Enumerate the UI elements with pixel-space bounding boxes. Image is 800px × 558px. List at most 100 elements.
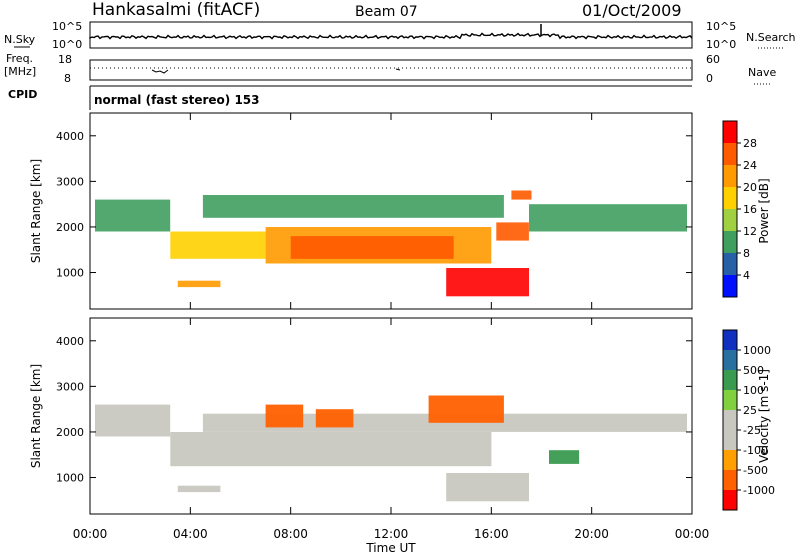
power-region-5 (177, 280, 221, 288)
power-colorbar-label: Power [dB] (757, 178, 771, 243)
beam-title: Beam 07 (355, 4, 418, 20)
power-region-6 (446, 268, 529, 297)
power-region-9 (496, 222, 529, 241)
noise-trace (89, 24, 693, 40)
station-title: Hankasalmi (fitACF) (92, 0, 260, 20)
colorbar-swatch (723, 231, 737, 254)
power-region-2 (202, 195, 504, 218)
ytick-label: 2000 (56, 221, 84, 234)
colorbar-tick-label: 24 (743, 159, 757, 172)
power-panel: 4000 3000 2000 1000 Slant Range [km] 28 24 20… (29, 112, 771, 310)
power-region-0 (95, 199, 171, 232)
colorbar-swatch (723, 121, 737, 144)
velocity-y-axis: 4000 3000 2000 1000 (56, 335, 692, 485)
noise-right-label: N.Search (746, 31, 796, 44)
power-region-1 (170, 231, 266, 259)
velocity-region-3 (177, 485, 221, 493)
colorbar-swatch (723, 253, 737, 276)
velocity-region-8 (549, 450, 580, 464)
noise-left-tick-low: 10^0 (52, 38, 82, 51)
noise-panel (89, 21, 693, 49)
power-y-axis: 4000 3000 2000 1000 (56, 130, 692, 280)
velocity-region-5 (265, 404, 304, 428)
ytick-label: 3000 (56, 175, 84, 188)
colorbar-swatch (723, 370, 737, 391)
time-tick-label: 04:00 (173, 527, 208, 541)
date-title: 01/Oct/2009 (582, 1, 682, 20)
colorbar-tick-label: 20 (743, 181, 757, 194)
colorbar-swatch (723, 390, 737, 411)
freq-right-tick-high: 60 (706, 53, 720, 66)
ytick-label: 1000 (56, 267, 84, 280)
freq-trace-blip-2 (395, 68, 401, 71)
power-region-7 (529, 204, 687, 232)
velocity-data-layer (95, 395, 687, 502)
colorbar-swatch (723, 275, 737, 298)
velocity-region-0 (95, 404, 171, 437)
power-region-8 (511, 190, 532, 200)
power-x-ticks (89, 113, 693, 309)
colorbar-swatch (723, 450, 737, 471)
colorbar-tick-label: 28 (743, 137, 757, 150)
velocity-region-6 (315, 409, 354, 428)
colorbar-tick-label: 4 (743, 269, 750, 282)
velocity-region-1 (170, 432, 492, 467)
velocity-x-ticks (89, 318, 693, 514)
power-colorbar: 28 24 20 16 12 8 4 (722, 120, 757, 298)
colorbar-swatch (723, 330, 737, 351)
colorbar-swatch (723, 350, 737, 371)
colorbar-swatch (723, 410, 737, 431)
ytick-label: 4000 (56, 335, 84, 348)
freq-right-tick-low: 0 (706, 72, 713, 85)
time-tick-label: 16:00 (474, 527, 509, 541)
colorbar-swatch (723, 165, 737, 188)
freq-label-line1: Freq. (6, 52, 33, 65)
colorbar-swatch (723, 490, 737, 511)
colorbar-tick-label: 100 (743, 384, 764, 397)
time-tick-label: 00:00 (73, 527, 108, 541)
cpid-label: CPID (8, 88, 37, 101)
colorbar-swatch (723, 430, 737, 451)
noise-right-tick-low: 10^0 (706, 38, 736, 51)
velocity-ylabel: Slant Range [km] (29, 364, 43, 468)
velocity-panel: 4000 3000 2000 1000 Slant Range [km] 1000 50… (29, 317, 775, 515)
colorbar-tick-label: 16 (743, 203, 757, 216)
noise-left-label: N.Sky (4, 33, 36, 46)
noise-left-tick-high: 10^5 (52, 20, 82, 33)
freq-panel (89, 59, 693, 81)
velocity-region-4 (446, 473, 529, 502)
noise-sky-line (89, 32, 693, 40)
nave-label: Nave (748, 66, 776, 79)
velocity-colorbar: 1000 500 100 25 -25 -100 -500 -1000 (722, 329, 775, 511)
power-ylabel: Slant Range [km] (29, 159, 43, 263)
colorbar-tick-label: -100 (743, 444, 768, 457)
time-tick-label: 20:00 (574, 527, 609, 541)
colorbar-frame (722, 329, 738, 511)
velocity-region-7 (428, 395, 504, 423)
time-tick-label: 12:00 (374, 527, 409, 541)
time-tick-label: 08:00 (273, 527, 308, 541)
colorbar-tick-label: 8 (743, 247, 750, 260)
ytick-label: 1000 (56, 472, 84, 485)
noise-right-tick-high: 10^5 (706, 20, 736, 33)
cpid-mode-text: normal (fast stereo) 153 (94, 93, 260, 107)
colorbar-tick-label: 500 (743, 364, 764, 377)
freq-label-line2: [MHz] (4, 65, 36, 78)
velocity-colorbar-label: Velocity [m s-1] (757, 369, 771, 463)
time-axis: 00:00 04:00 08:00 12:00 16:00 20:00 00:00 (73, 527, 710, 541)
ytick-label: 4000 (56, 130, 84, 143)
colorbar-tick-label: -25 (743, 424, 761, 437)
time-tick-label: 00:00 (675, 527, 710, 541)
colorbar-swatch (723, 143, 737, 166)
ytick-label: 2000 (56, 426, 84, 439)
colorbar-tick-label: 1000 (743, 344, 771, 357)
freq-left-tick-high: 18 (58, 53, 72, 66)
colorbar-tick-label: -500 (743, 464, 768, 477)
ytick-label: 3000 (56, 380, 84, 393)
freq-left-tick-low: 8 (64, 72, 71, 85)
colorbar-swatch (723, 187, 737, 210)
colorbar-swatch (723, 470, 737, 491)
colorbar-tick-label: 12 (743, 225, 757, 238)
colorbar-tick-label: 25 (743, 404, 757, 417)
